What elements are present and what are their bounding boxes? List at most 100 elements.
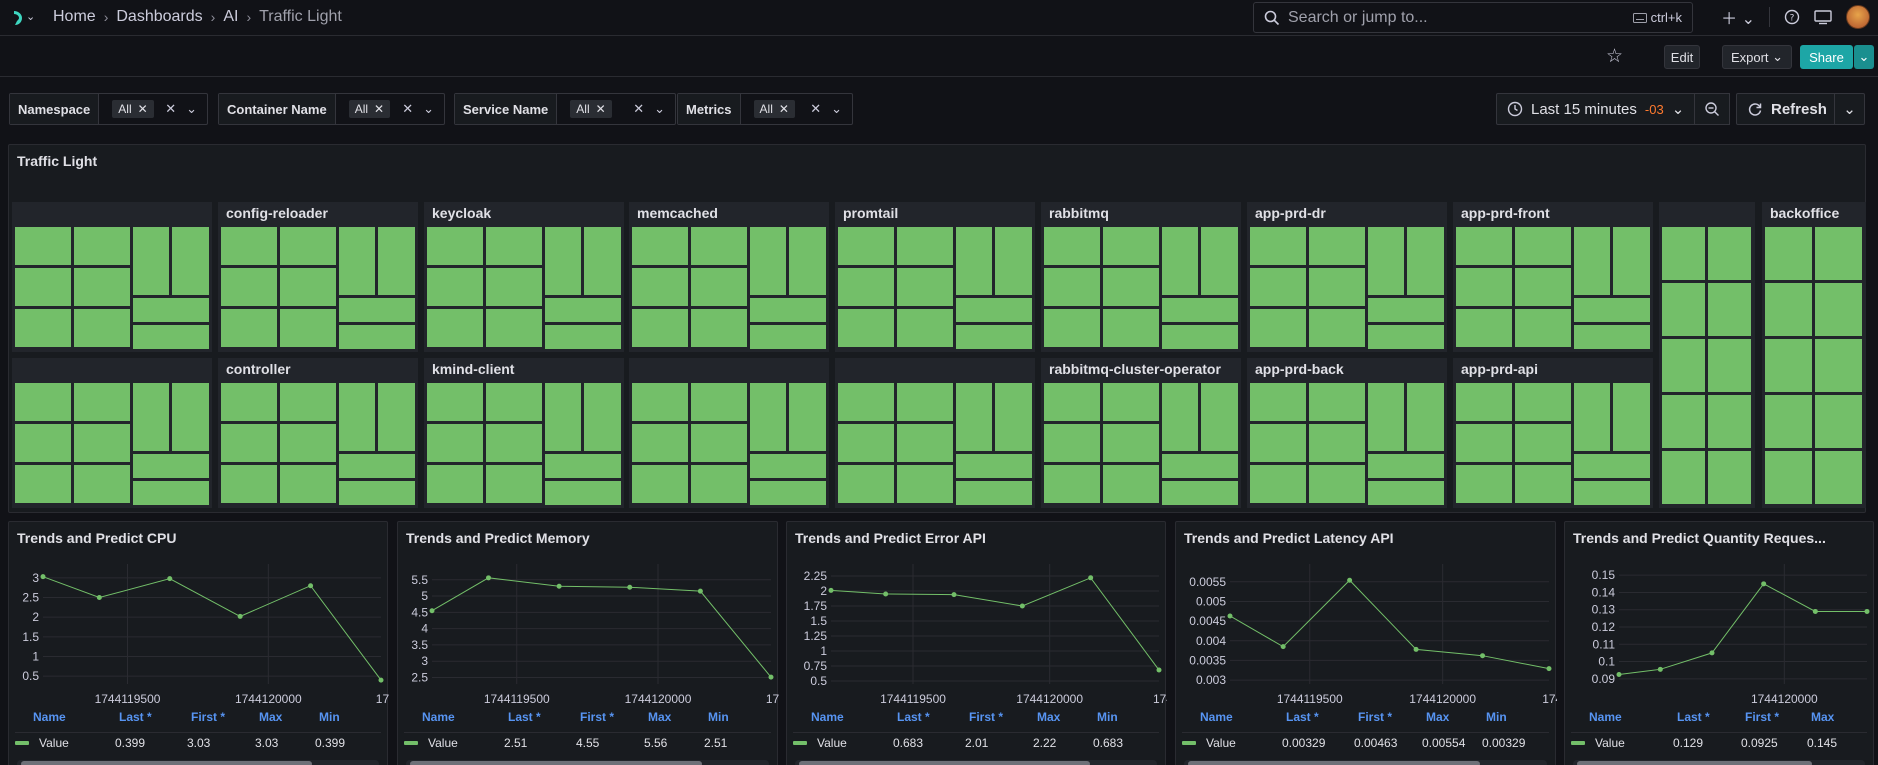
close-icon[interactable]: ✕ xyxy=(595,102,606,116)
status-cell[interactable] xyxy=(1765,339,1812,392)
legend-col-min[interactable]: Min xyxy=(319,710,340,724)
status-cell[interactable] xyxy=(133,227,169,295)
close-icon[interactable]: ✕ xyxy=(810,101,822,116)
status-cell[interactable] xyxy=(1201,383,1238,451)
status-cell[interactable] xyxy=(15,383,71,421)
status-cell[interactable] xyxy=(1407,227,1444,295)
data-point[interactable] xyxy=(697,588,703,594)
status-cell[interactable] xyxy=(691,268,747,306)
data-point[interactable] xyxy=(828,587,834,593)
status-cell[interactable] xyxy=(1765,451,1812,504)
status-cell[interactable] xyxy=(1708,227,1751,280)
status-cell[interactable] xyxy=(838,309,894,347)
share-dropdown-button[interactable]: ⌄ xyxy=(1854,45,1874,69)
status-cell[interactable] xyxy=(1250,227,1306,265)
status-cell[interactable] xyxy=(221,309,277,347)
status-cell[interactable] xyxy=(1044,383,1100,421)
legend-col-max[interactable]: Max xyxy=(1811,710,1835,724)
status-cell[interactable] xyxy=(1309,465,1365,503)
status-cell[interactable] xyxy=(897,424,953,462)
data-point[interactable] xyxy=(429,608,435,614)
data-point[interactable] xyxy=(1413,646,1419,652)
status-cell[interactable] xyxy=(74,383,130,421)
status-cell[interactable] xyxy=(750,298,826,322)
status-cell[interactable] xyxy=(74,465,130,503)
variable-service-name[interactable]: Service Name All ✕ ✕ ⌄ xyxy=(454,93,676,125)
legend-col-name[interactable]: Name xyxy=(1589,710,1622,724)
status-cell[interactable] xyxy=(378,383,415,451)
status-cell[interactable] xyxy=(1103,309,1159,347)
horizontal-scrollbar[interactable] xyxy=(1573,760,1865,765)
status-cell[interactable] xyxy=(280,309,336,347)
status-cell[interactable] xyxy=(221,227,277,265)
status-cell[interactable] xyxy=(15,465,71,503)
series-line[interactable] xyxy=(42,576,382,681)
status-cell[interactable] xyxy=(691,383,747,421)
status-cell[interactable] xyxy=(956,454,1032,478)
panel-title[interactable]: Trends and Predict Memory xyxy=(406,530,590,546)
status-cell[interactable] xyxy=(632,309,688,347)
data-point[interactable] xyxy=(1280,644,1286,650)
zoom-out-button[interactable] xyxy=(1694,93,1730,125)
status-cell[interactable] xyxy=(427,383,483,421)
status-cell[interactable] xyxy=(486,424,542,462)
status-cell[interactable] xyxy=(74,268,130,306)
data-point[interactable] xyxy=(1156,667,1162,673)
status-cell[interactable] xyxy=(1515,383,1571,421)
breadcrumb-folder[interactable]: AI xyxy=(223,8,239,25)
status-cell[interactable] xyxy=(1162,325,1238,349)
status-cell[interactable] xyxy=(691,465,747,503)
status-cell[interactable] xyxy=(1103,424,1159,462)
status-cell[interactable] xyxy=(545,298,621,322)
status-cell[interactable] xyxy=(1250,309,1306,347)
status-cell[interactable] xyxy=(74,424,130,462)
status-cell[interactable] xyxy=(74,309,130,347)
horizontal-scrollbar[interactable] xyxy=(17,760,379,765)
status-cell[interactable] xyxy=(339,227,375,295)
status-cell[interactable] xyxy=(1662,283,1705,336)
status-cell[interactable] xyxy=(956,481,1032,505)
legend-col-min[interactable]: Min xyxy=(1486,710,1507,724)
series-line[interactable] xyxy=(830,577,1160,671)
scrollbar-thumb[interactable] xyxy=(799,761,1090,765)
star-icon[interactable]: ☆ xyxy=(1606,46,1624,67)
refresh-interval-dropdown[interactable]: ⌄ xyxy=(1834,94,1864,124)
status-cell[interactable] xyxy=(15,424,71,462)
status-cell[interactable] xyxy=(897,383,953,421)
status-cell[interactable] xyxy=(897,465,953,503)
legend-col-max[interactable]: Max xyxy=(1426,710,1450,724)
scrollbar-thumb[interactable] xyxy=(410,761,702,765)
status-cell[interactable] xyxy=(545,383,581,451)
status-cell[interactable] xyxy=(1708,451,1751,504)
search-input[interactable]: Search or jump to... ctrl+k xyxy=(1253,2,1693,33)
legend-col-last[interactable]: Last * xyxy=(1286,710,1319,724)
status-cell[interactable] xyxy=(1044,268,1100,306)
status-cell[interactable] xyxy=(1368,383,1404,451)
status-cell[interactable] xyxy=(691,227,747,265)
status-cell[interactable] xyxy=(1309,383,1365,421)
chevron-down-icon[interactable]: ⌄ xyxy=(831,101,842,116)
variable-chip[interactable]: All ✕ xyxy=(570,100,612,118)
status-cell[interactable] xyxy=(1765,395,1812,448)
status-cell[interactable] xyxy=(1765,283,1812,336)
data-point[interactable] xyxy=(96,595,102,601)
data-point[interactable] xyxy=(556,583,562,589)
legend-row[interactable]: Value 0.129 0.0925 0.145 xyxy=(1565,734,1873,754)
status-cell[interactable] xyxy=(1407,383,1444,451)
legend-col-name[interactable]: Name xyxy=(1200,710,1233,724)
grafana-logo-icon[interactable] xyxy=(8,8,28,28)
status-cell[interactable] xyxy=(1456,383,1512,421)
status-cell[interactable] xyxy=(995,227,1032,295)
panel-title[interactable]: Trends and Predict CPU xyxy=(17,530,177,546)
data-point[interactable] xyxy=(1347,577,1353,583)
status-cell[interactable] xyxy=(339,454,415,478)
breadcrumb-home[interactable]: Home xyxy=(53,8,96,25)
status-cell[interactable] xyxy=(691,309,747,347)
status-cell[interactable] xyxy=(1515,268,1571,306)
status-cell[interactable] xyxy=(750,383,786,451)
panel-title[interactable]: Traffic Light xyxy=(17,153,98,169)
status-cell[interactable] xyxy=(1250,424,1306,462)
status-cell[interactable] xyxy=(838,383,894,421)
status-cell[interactable] xyxy=(1515,424,1571,462)
status-cell[interactable] xyxy=(1613,383,1650,451)
